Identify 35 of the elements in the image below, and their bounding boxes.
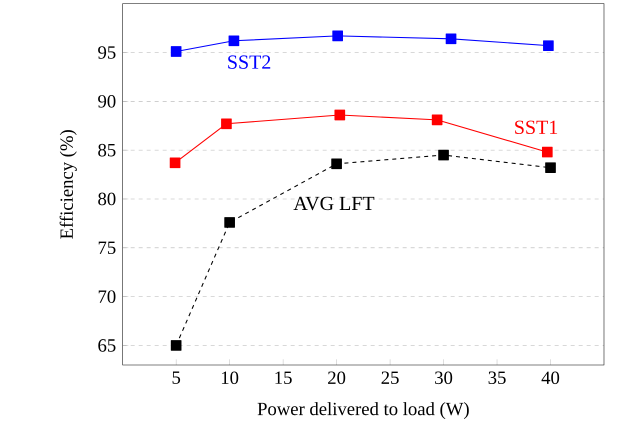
x-tick-label: 40 [542,371,560,384]
series-label: SST1 [515,120,558,134]
x-tick-label: 35 [488,371,506,384]
series-label: SST2 [228,55,270,69]
x-tick-label: 30 [435,371,452,384]
point [542,146,553,158]
point [438,150,449,160]
x-tick-label: 20 [328,371,346,384]
y-tick-label: 85 [98,144,116,156]
y-axis-title: Efficiency (%) [60,130,77,239]
point [170,340,182,351]
point [221,118,232,130]
y-tick-label: 70 [98,290,116,303]
y-tick-label: 65 [98,339,116,352]
point [545,162,556,174]
point [170,158,180,168]
x-tick-label: 5 [172,371,180,384]
point [224,217,235,228]
point [331,158,342,170]
y-tick-label: 90 [98,95,116,108]
x-tick-label: 10 [222,371,238,384]
x-axis-title: Power delivered to load (W) [258,402,469,420]
y-tick-label: 75 [98,242,116,254]
point [446,33,456,44]
series-label: AVG LFT [294,196,374,210]
y-tick-label: 80 [98,192,116,206]
y-tick-label: 95 [98,46,116,59]
point [543,40,554,51]
point [170,46,182,57]
x-tick-label: 25 [382,371,399,384]
point [228,35,240,46]
point [432,114,442,126]
point [334,110,346,120]
point [332,30,343,42]
x-tick-label: 15 [275,371,292,384]
